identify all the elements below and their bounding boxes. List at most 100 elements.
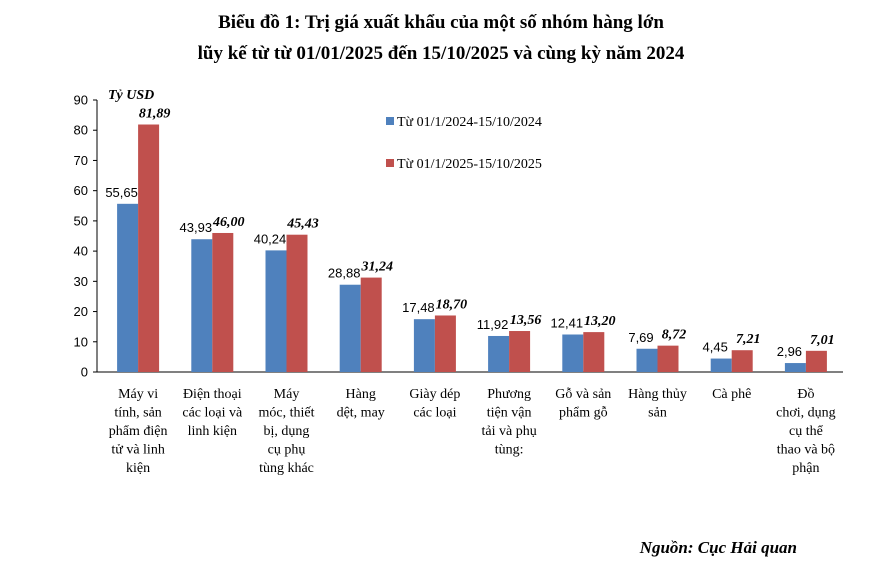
category-label-line: cụ thể: [789, 424, 824, 439]
category-label: Cà phê: [712, 387, 751, 402]
bar-2024: [339, 284, 361, 372]
bar-2024: [413, 319, 435, 372]
category-label-line: chơi, dụng: [776, 406, 836, 421]
bar-2025: [360, 277, 382, 372]
bar-2025: [583, 332, 605, 372]
category-label-line: các loại: [413, 406, 456, 421]
legend-swatch-2025: [386, 159, 394, 167]
legend: Từ 01/1/2024-15/10/2024 Từ 01/1/2025-15/…: [386, 115, 542, 172]
category-label-line: bị, dụng: [264, 424, 310, 439]
category-label: Hàng dệt, may: [337, 387, 385, 421]
data-label-2025: 7,01: [810, 333, 835, 348]
y-tick-label: 70: [74, 153, 88, 168]
data-label-2024: 11,92: [477, 317, 509, 332]
y-tick-label: 30: [74, 274, 88, 289]
data-label-2024: 55,65: [105, 185, 138, 200]
y-tick-label: 40: [74, 244, 88, 259]
y-axis-label: Tỷ USD: [108, 88, 154, 103]
category-label-line: phẩm gỗ: [559, 406, 608, 421]
legend-label-2024: Từ 01/1/2024-15/10/2024: [397, 115, 542, 130]
category-label-line: các loại và: [182, 406, 243, 421]
category-label: Phương tiện vận tải và phụ tùng:: [481, 387, 536, 458]
legend-label-2025: Từ 01/1/2025-15/10/2025: [397, 157, 542, 172]
category-label-line: Gỗ và sản: [555, 387, 611, 402]
chart-title-line-1: Biểu đồ 1: Trị giá xuất khẩu của một số …: [218, 12, 664, 33]
data-label-2024: 28,88: [328, 266, 361, 281]
data-label-2025: 18,70: [436, 297, 468, 312]
y-tick-label: 90: [74, 93, 88, 108]
source-note: Nguồn: Cục Hải quan: [639, 538, 797, 557]
category-label: Hàng thủy sản: [628, 387, 687, 421]
data-label-2025: 8,72: [662, 328, 687, 343]
bar-2025: [434, 315, 456, 372]
category-label-line: thao và bộ: [777, 443, 835, 458]
data-label-2024: 2,96: [777, 344, 802, 359]
data-label-2025: 31,24: [360, 260, 393, 275]
category-label-line: phẩm điện: [109, 424, 168, 439]
data-label-2025: 7,21: [736, 332, 761, 347]
category-label-line: Máy: [274, 387, 300, 402]
bar-2024: [191, 239, 213, 372]
y-axis: 0 10 20 30 40 50 60 70 80 90: [74, 93, 843, 380]
bars: [117, 124, 827, 372]
data-label-2025: 46,00: [212, 215, 245, 230]
category-label-line: kiện: [126, 461, 150, 476]
bar-2025: [509, 331, 531, 372]
category-labels: Máy vi tính, sản phẩm điện tử và linh kiện Đi…: [109, 387, 836, 476]
category-label-line: Phương: [487, 387, 531, 402]
category-label-line: sản: [648, 406, 667, 421]
category-label-line: Máy vi: [118, 387, 158, 402]
bar-2024: [710, 358, 732, 372]
category-label: Giày dép các loại: [409, 387, 460, 421]
category-label-line: Hàng thủy: [628, 387, 687, 402]
y-tick-label: 10: [74, 334, 88, 349]
y-tick-label: 60: [74, 183, 88, 198]
category-label-line: Đồ: [797, 387, 814, 402]
category-label-line: dệt, may: [337, 406, 385, 421]
category-label: Điện thoại các loại và linh kiện: [182, 387, 243, 439]
category-label-line: cụ phụ: [268, 443, 306, 458]
data-label-2024: 12,41: [551, 315, 584, 330]
category-label-line: móc, thiết: [259, 406, 315, 421]
category-label-line: tùng khác: [259, 461, 314, 476]
bar-2024: [265, 250, 287, 372]
category-label-line: linh kiện: [188, 424, 237, 439]
bar-2024: [488, 335, 510, 372]
bar-2025: [731, 350, 753, 372]
bar-2024: [562, 334, 584, 372]
category-label-line: tử và linh: [111, 443, 164, 458]
legend-swatch-2024: [386, 117, 394, 125]
category-label-line: tính, sản: [114, 406, 161, 421]
category-label-line: tùng:: [495, 443, 524, 458]
category-label: Gỗ và sản phẩm gỗ: [555, 387, 611, 421]
bar-2024: [117, 203, 139, 372]
category-label: Máy móc, thiết bị, dụng cụ phụ tùng khác: [259, 387, 315, 476]
bar-2024: [636, 348, 658, 372]
category-label-line: tải và phụ: [481, 424, 536, 439]
category-label: Đồ chơi, dụng cụ thể thao và bộ phận: [776, 387, 836, 476]
data-label-2024: 17,48: [402, 300, 435, 315]
y-tick-label: 20: [74, 304, 88, 319]
bar-2025: [657, 345, 679, 372]
chart-title-line-2: lũy kế từ từ 01/01/2025 đến 15/10/2025 v…: [198, 43, 685, 64]
category-label-line: Giày dép: [409, 387, 460, 402]
bar-2024: [784, 363, 806, 372]
bar-2025: [212, 232, 234, 372]
data-label-2024: 7,69: [628, 330, 653, 345]
y-tick-label: 50: [74, 213, 88, 228]
data-label-2025: 81,89: [139, 107, 171, 122]
category-label-line: Hàng: [346, 387, 376, 402]
data-label-2024: 40,24: [254, 231, 287, 246]
category-label-line: phận: [792, 461, 819, 476]
y-tick-label: 0: [81, 365, 88, 380]
category-label-line: tiện vận: [487, 406, 532, 421]
data-label-2024: 43,93: [180, 220, 213, 235]
data-label-2025: 45,43: [286, 217, 319, 232]
category-label: Máy vi tính, sản phẩm điện tử và linh kiện: [109, 387, 168, 476]
category-label-line: Cà phê: [712, 387, 751, 402]
data-label-2025: 13,56: [510, 313, 542, 328]
bar-2025: [805, 350, 827, 372]
bar-2025: [286, 234, 308, 372]
